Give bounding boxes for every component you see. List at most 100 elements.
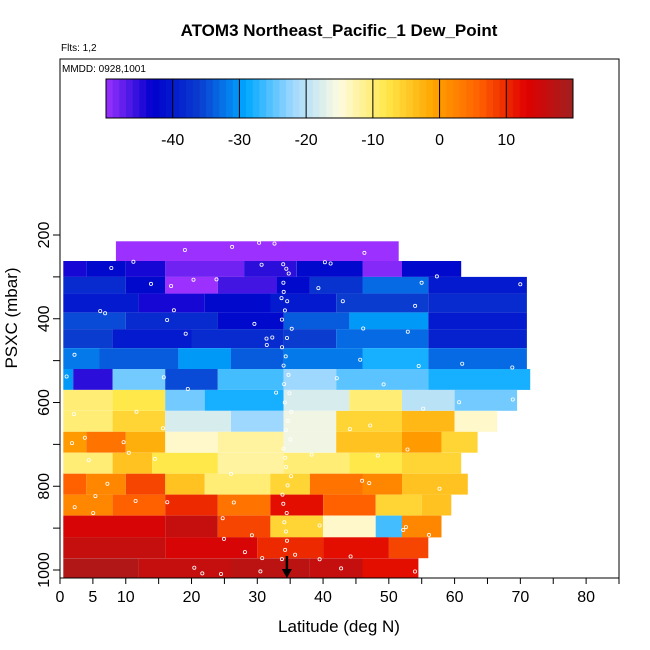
heat-cell <box>63 410 113 432</box>
heat-cell <box>283 452 350 474</box>
colorbar-swatch <box>392 79 400 118</box>
colorbar-swatch <box>226 79 234 118</box>
heat-cell <box>231 410 284 432</box>
colorbar-swatch <box>266 79 274 118</box>
observation-point <box>283 455 288 460</box>
heat-cell <box>63 494 113 516</box>
heatmap-cells <box>63 241 531 578</box>
heat-cell <box>112 494 166 516</box>
colorbar-swatch <box>559 79 567 118</box>
heat-cell <box>270 494 323 516</box>
heat-cell <box>217 312 284 330</box>
heat-cell <box>362 473 402 495</box>
colorbar-swatch <box>159 79 167 118</box>
x-axis-label: Latitude (deg N) <box>278 617 400 636</box>
observation-point <box>286 372 291 377</box>
observation-point <box>288 474 293 479</box>
observation-point <box>289 409 294 414</box>
observation-point <box>230 244 235 249</box>
colorbar-tick-label: -40 <box>161 132 184 149</box>
colorbar <box>105 78 574 119</box>
heat-cell <box>63 431 87 453</box>
heat-cell <box>178 348 231 369</box>
colorbar-swatch <box>246 79 254 118</box>
heat-cell <box>165 515 218 538</box>
colorbar-swatch <box>259 79 267 118</box>
colorbar-swatch <box>112 79 120 118</box>
heat-cell <box>257 537 324 559</box>
heat-cell <box>112 452 153 474</box>
observation-point <box>282 382 287 387</box>
colorbar-swatch <box>279 79 287 118</box>
x-tick-label: 5 <box>88 589 97 606</box>
colorbar-swatch <box>219 79 227 118</box>
observation-point <box>287 391 292 396</box>
heat-cell <box>165 369 218 390</box>
heat-cell <box>283 369 337 390</box>
observation-point <box>413 303 418 308</box>
observation-point <box>279 557 284 562</box>
heat-cell <box>86 261 126 277</box>
x-tick-label: 60 <box>446 589 464 606</box>
y-tick-label: 1000 <box>36 552 53 588</box>
observation-point <box>214 277 219 282</box>
heat-cell <box>165 494 218 516</box>
observation-point <box>264 336 269 341</box>
observation-point <box>249 533 254 538</box>
colorbar-swatch <box>212 79 220 118</box>
colorbar-swatch <box>286 79 294 118</box>
heat-cell <box>204 293 271 313</box>
observation-point <box>126 450 131 455</box>
x-tick-label: 30 <box>248 589 266 606</box>
observation-point <box>286 271 291 276</box>
heat-cell <box>428 369 531 390</box>
x-axis: 0 5 10 20 30 40 50 60 70 80 <box>56 578 620 606</box>
observation-point <box>281 363 286 368</box>
observation-point <box>361 326 366 331</box>
heat-cell <box>73 369 113 390</box>
observation-point <box>93 494 98 499</box>
observation-point <box>334 376 339 381</box>
heat-cell <box>125 312 218 330</box>
colorbar-swatch <box>192 79 200 118</box>
heat-cell <box>349 452 402 474</box>
observation-point <box>434 274 439 279</box>
y-axis-label: PSXC (mbar) <box>2 267 21 368</box>
heat-cell <box>283 348 363 369</box>
observation-point <box>347 427 352 432</box>
observation-point <box>282 520 287 525</box>
colorbar-swatch <box>239 79 247 118</box>
observation-point <box>367 481 372 486</box>
colorbar-swatch <box>539 79 547 118</box>
heat-cell <box>428 312 527 330</box>
heat-cell <box>402 261 462 277</box>
observation-point <box>460 361 465 366</box>
heat-cell <box>402 389 455 411</box>
observation-point <box>317 557 322 562</box>
heat-cell <box>309 473 363 495</box>
observation-point <box>171 308 176 313</box>
heat-cell <box>362 558 419 578</box>
heat-cell <box>283 389 350 411</box>
colorbar-swatch <box>472 79 480 118</box>
observation-point <box>257 240 262 245</box>
colorbar-swatch <box>526 79 534 118</box>
heat-cell <box>191 329 284 348</box>
observation-point <box>264 342 269 347</box>
observation-point <box>64 374 69 379</box>
heat-cell <box>63 389 113 411</box>
colorbar-swatch <box>406 79 414 118</box>
heat-cell <box>323 537 389 559</box>
heat-cell <box>428 329 527 348</box>
heat-cell <box>63 293 139 313</box>
observation-point <box>283 529 288 534</box>
heat-cell <box>125 261 166 277</box>
observation-point <box>368 423 373 428</box>
x-tick-label: 70 <box>511 589 529 606</box>
heat-cell <box>362 348 429 369</box>
heat-cell <box>349 389 402 411</box>
heat-cell <box>217 452 284 474</box>
heat-cell <box>63 312 126 330</box>
heat-cell <box>283 329 337 348</box>
colorbar-swatch <box>132 79 140 118</box>
